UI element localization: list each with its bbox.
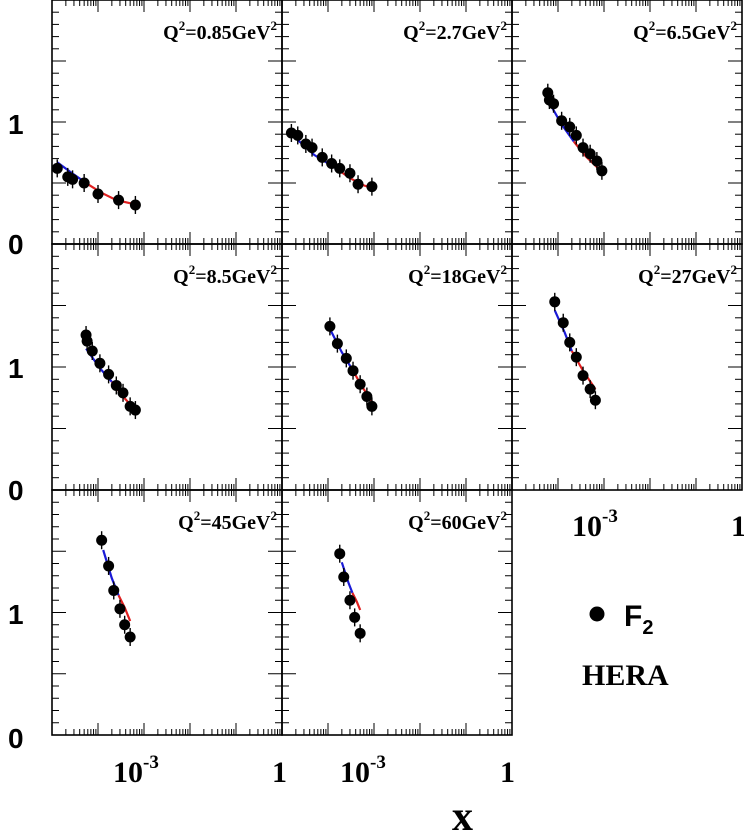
panel-2: Q2=2.7GeV2 (281, 0, 513, 245)
data-point (354, 627, 366, 639)
data-point (129, 404, 141, 416)
data-point (556, 115, 568, 127)
model-curve-low-x (328, 328, 354, 372)
data-point (103, 560, 115, 572)
data-point (366, 181, 378, 193)
x-axis-title: x (452, 794, 473, 836)
data-point (354, 378, 366, 390)
data-point (361, 391, 373, 403)
x-axis-labels: 10-3 1 10-3 1 10-3 1 x (113, 506, 744, 836)
panel-3: Q2=6.5GeV2 (511, 0, 743, 245)
data-point (557, 317, 569, 329)
data-point (352, 178, 364, 190)
data-point (334, 162, 346, 174)
q2-label: Q2=18GeV2 (408, 262, 507, 288)
data-point (344, 594, 356, 606)
x-tick-label-1-col3: 1 (731, 510, 744, 543)
model-curve-high-x (351, 592, 362, 611)
data-point (324, 320, 336, 332)
data-point (338, 571, 350, 583)
data-point (564, 121, 576, 133)
data-point (340, 352, 352, 364)
data-point (584, 148, 596, 160)
x-tick-label-1e-3-col1: 10-3 (113, 752, 159, 789)
panel-6: Q2=27GeV2 (511, 243, 743, 491)
data-point (96, 534, 108, 546)
data-point (577, 142, 589, 154)
data-point (94, 357, 106, 369)
data-point (596, 165, 608, 177)
data-point (589, 394, 601, 406)
q2-label: Q2=60GeV2 (408, 508, 507, 534)
y-tick-label-1-row3: 1 (8, 599, 24, 630)
data-point (331, 338, 343, 350)
data-point (113, 194, 125, 206)
legend-source: HERA (582, 659, 669, 692)
data-point (124, 631, 136, 643)
y-tick-label-0-row3: 0 (8, 723, 24, 754)
data-point (366, 400, 378, 412)
data-point (108, 584, 120, 596)
x-tick-label-1e-3-col3: 10-3 (572, 506, 618, 543)
panel-4: Q2=8.5GeV2 (51, 243, 283, 491)
data-point (78, 177, 90, 189)
data-point (570, 351, 582, 363)
legend-label: F2 (624, 600, 653, 639)
y-tick-label-0-row1: 0 (8, 229, 24, 260)
data-point (548, 98, 560, 110)
panel-7: Q2=45GeV2 (51, 489, 283, 736)
panel-grid: Q2=0.85GeV2 Q2=2.7GeV2 Q2=6.5GeV2 Q2=8.5GeV… (51, 0, 743, 736)
data-point (347, 365, 359, 377)
legend-marker (589, 606, 605, 622)
data-point (129, 199, 141, 211)
q2-label: Q2=27GeV2 (638, 262, 737, 288)
data-point (334, 548, 346, 560)
data-point (584, 383, 596, 395)
data-point (92, 188, 104, 200)
data-point (326, 157, 338, 169)
y-tick-label-1-row1: 1 (8, 109, 24, 140)
data-point (103, 368, 115, 380)
data-point (577, 370, 589, 382)
data-point (570, 129, 582, 141)
q2-label: Q2=6.5GeV2 (633, 18, 737, 44)
data-point (316, 151, 328, 163)
data-point (119, 619, 131, 631)
q2-label: Q2=2.7GeV2 (403, 18, 507, 44)
legend: F2 HERA (582, 600, 669, 692)
data-point (349, 611, 361, 623)
data-point (51, 162, 63, 174)
data-point (81, 335, 93, 347)
data-point (67, 173, 79, 185)
x-tick-label-1-col2: 1 (500, 756, 515, 789)
x-tick-label-1e-3-col2: 10-3 (340, 752, 386, 789)
data-point (110, 379, 122, 391)
x-tick-label-1-col1: 1 (272, 756, 287, 789)
panel-1: Q2=0.85GeV2 (51, 0, 283, 245)
y-tick-label-1-row2: 1 (8, 353, 24, 384)
data-point (117, 387, 129, 399)
panel-5: Q2=18GeV2 (281, 243, 513, 491)
data-point (114, 603, 126, 615)
q2-label: Q2=0.85GeV2 (163, 18, 277, 44)
y-axis-labels: 1 0 1 0 1 0 (8, 109, 24, 754)
data-point (344, 167, 356, 179)
data-point (306, 142, 318, 154)
data-point (591, 155, 603, 167)
panel-8: Q2=60GeV2 (281, 489, 513, 736)
data-point (549, 296, 561, 308)
q2-label: Q2=45GeV2 (178, 508, 277, 534)
q2-label: Q2=8.5GeV2 (173, 262, 277, 288)
data-point (292, 129, 304, 141)
model-curve-high-x (87, 183, 133, 205)
y-tick-label-0-row2: 0 (8, 475, 24, 506)
data-point (86, 345, 98, 357)
data-point (564, 336, 576, 348)
